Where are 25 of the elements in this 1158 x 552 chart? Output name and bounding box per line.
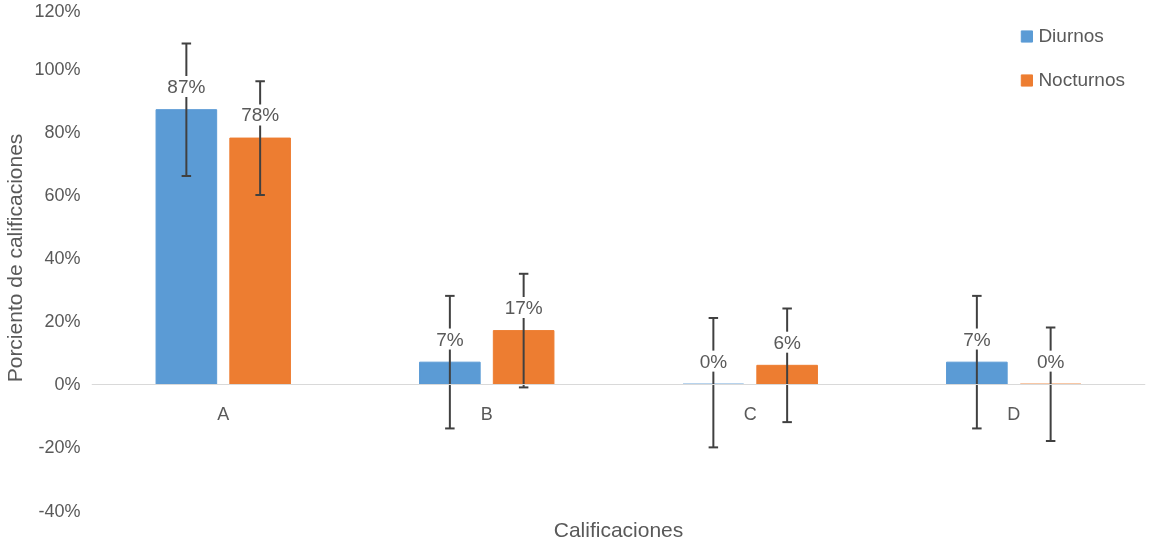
- x-tick-label: B: [480, 404, 493, 425]
- data-label: 6%: [773, 331, 801, 353]
- data-label: 17%: [504, 296, 543, 318]
- y-tick-label: -20%: [38, 437, 81, 458]
- x-tick-label: D: [1007, 404, 1021, 425]
- y-axis-title: Porciento de calificaciones: [3, 133, 27, 383]
- data-label: 0%: [699, 350, 728, 372]
- x-tick-label: A: [217, 404, 230, 425]
- y-tick-label: 120%: [34, 0, 81, 21]
- data-label: 0%: [1036, 350, 1065, 372]
- x-tick-label: C: [743, 404, 757, 425]
- y-tick-label: 80%: [44, 121, 81, 142]
- y-tick-label: -40%: [38, 500, 81, 521]
- y-tick-label: 40%: [44, 248, 81, 268]
- data-label: 78%: [241, 104, 280, 126]
- x-axis-title: Calificaciones: [553, 517, 684, 541]
- y-tick-label: 60%: [44, 184, 81, 205]
- y-tick-label: 20%: [44, 311, 81, 332]
- data-label: 87%: [167, 76, 206, 98]
- legend-label: Diurnos: [1038, 25, 1104, 47]
- data-label: 7%: [963, 328, 991, 350]
- y-tick-label: 0%: [54, 374, 81, 395]
- y-tick-label: 100%: [34, 58, 81, 79]
- data-label: 7%: [436, 328, 464, 350]
- legend-label: Nocturnos: [1038, 69, 1125, 91]
